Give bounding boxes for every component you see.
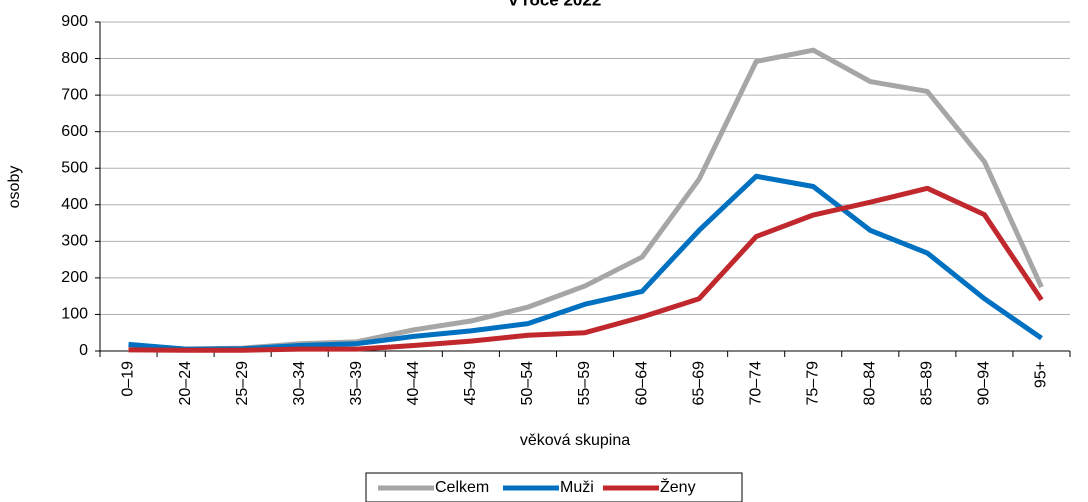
legend-label: Ženy (660, 477, 696, 496)
x-tick-label: 20–24 (177, 361, 194, 406)
x-tick-label: 25–29 (234, 361, 251, 406)
series-line (128, 173, 1043, 352)
y-tick-label: 600 (61, 123, 88, 140)
x-tick-label: 80–84 (862, 361, 879, 406)
chart-title: v roce 2022 (509, 0, 602, 9)
x-tick-label: 55–59 (576, 361, 593, 406)
x-tick-label: 65–69 (690, 361, 707, 406)
legend-label: Celkem (435, 479, 489, 496)
x-tick-label: 0–19 (120, 361, 137, 397)
x-tick-label: 35–39 (348, 361, 365, 406)
x-tick-label: 30–34 (291, 361, 308, 406)
x-tick-label: 45–49 (462, 361, 479, 406)
y-tick-label: 800 (61, 50, 88, 67)
y-tick-label: 300 (61, 233, 88, 250)
x-tick-label: 85–89 (919, 361, 936, 406)
y-tick-label: 200 (61, 269, 88, 286)
x-tick-label: 75–79 (804, 361, 821, 406)
y-tick-label: 400 (61, 196, 88, 213)
series-line (128, 185, 1044, 353)
x-tick-label: 95+ (1033, 361, 1050, 388)
x-tick-label: 50–54 (519, 361, 536, 406)
y-tick-label: 900 (61, 13, 88, 30)
x-tick-label: 70–74 (747, 361, 764, 406)
x-axis-label: věková skupina (520, 432, 630, 449)
y-tick-label: 700 (61, 86, 88, 103)
y-tick-label: 500 (61, 159, 88, 176)
x-tick-label: 40–44 (405, 361, 422, 406)
y-axis-label: osoby (6, 166, 23, 209)
y-tick-label: 100 (61, 306, 88, 323)
x-tick-label: 90–94 (976, 361, 993, 406)
y-tick-label: 0 (79, 342, 88, 359)
x-tick-label: 60–64 (633, 361, 650, 406)
legend-label: Muži (560, 479, 594, 496)
